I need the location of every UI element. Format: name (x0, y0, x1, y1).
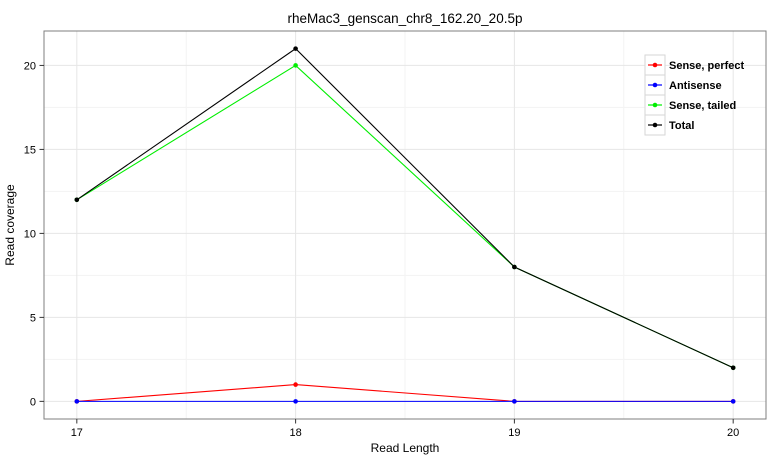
data-point (730, 399, 736, 404)
legend-key-point (652, 62, 658, 68)
y-tick-label: 15 (24, 144, 36, 156)
x-tick-label: 18 (289, 427, 301, 439)
legend: Sense, perfect Antisense Sense, tailed Tota… (644, 54, 745, 136)
legend-key-point (652, 122, 658, 128)
legend-key-point (652, 82, 658, 88)
data-point (730, 365, 736, 371)
axes: 0 5 10 15 20 17 18 19 20 (24, 60, 740, 439)
y-tick-label: 10 (24, 228, 36, 240)
data-point (74, 399, 80, 404)
x-tick-label: 20 (727, 427, 739, 439)
y-tick-label: 0 (30, 396, 36, 408)
legend-label: Sense, tailed (669, 100, 736, 112)
data-point (512, 264, 517, 270)
data-point (293, 382, 298, 387)
x-tick-label: 17 (71, 427, 83, 439)
legend-key-point (652, 102, 658, 108)
y-axis-label: Read coverage (3, 184, 17, 266)
series-total (74, 46, 736, 371)
x-tick-label: 19 (508, 427, 520, 439)
panel-border (43, 30, 767, 420)
x-axis-label: Read Length (371, 441, 440, 455)
series-antisense (74, 399, 736, 404)
legend-label: Antisense (669, 80, 722, 92)
data-point (293, 399, 298, 404)
data-point (512, 399, 517, 404)
chart-title: rheMac3_genscan_chr8_162.20_20.5p (288, 11, 523, 26)
y-tick-label: 5 (30, 312, 36, 324)
series-line (76, 47, 734, 369)
data-point (293, 46, 298, 51)
legend-label: Sense, perfect (669, 60, 745, 72)
data-point (293, 63, 298, 68)
legend-label: Total (669, 120, 694, 132)
y-tick-label: 20 (24, 60, 36, 72)
data-point (74, 197, 80, 203)
